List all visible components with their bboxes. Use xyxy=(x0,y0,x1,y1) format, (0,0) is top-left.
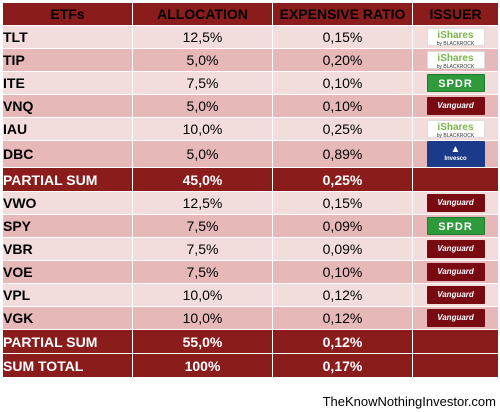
sum-allocation: 45,0% xyxy=(132,167,273,192)
etf-symbol: VBR xyxy=(2,237,133,261)
ishares-logo-icon: iShares by BLACKROCK xyxy=(426,120,485,139)
allocation-value: 7,5% xyxy=(132,71,273,95)
etf-symbol: ITE xyxy=(2,71,133,95)
spdr-logo-icon: SPDR xyxy=(426,217,485,236)
header-row: ETFs ALLOCATION EXPENSIVE RATIO ISSUER xyxy=(2,2,499,26)
vanguard-logo-icon: Vanguard xyxy=(426,194,485,213)
expense-ratio-value: 0,10% xyxy=(272,94,413,118)
etf-symbol: DBC xyxy=(2,140,133,168)
sum-label: PARTIAL SUM xyxy=(2,329,133,354)
table-row: VWO 12,5% 0,15% Vanguard xyxy=(2,191,499,215)
etf-symbol: SPY xyxy=(2,214,133,238)
allocation-value: 7,5% xyxy=(132,214,273,238)
etf-symbol: IAU xyxy=(2,117,133,141)
vanguard-logo-icon: Vanguard xyxy=(426,309,485,328)
header-expense-ratio: EXPENSIVE RATIO xyxy=(272,2,413,26)
allocation-value: 10,0% xyxy=(132,306,273,330)
table-row: SPY 7,5% 0,09% SPDR xyxy=(2,214,499,238)
sum-expense-ratio: 0,25% xyxy=(272,167,413,192)
etf-symbol: TLT xyxy=(2,25,133,49)
allocation-value: 7,5% xyxy=(132,237,273,261)
issuer-cell: iShares by BLACKROCK xyxy=(412,25,499,49)
table-row: VGK 10,0% 0,12% Vanguard xyxy=(2,306,499,330)
table-row: ITE 7,5% 0,10% SPDR xyxy=(2,71,499,95)
allocation-value: 5,0% xyxy=(132,140,273,168)
etf-symbol: VGK xyxy=(2,306,133,330)
invesco-logo-icon: ▲ Invesco xyxy=(426,141,485,167)
expense-ratio-value: 0,25% xyxy=(272,117,413,141)
etf-allocation-table: ETFs ALLOCATION EXPENSIVE RATIO ISSUER T… xyxy=(2,2,499,378)
issuer-cell: SPDR xyxy=(412,71,499,95)
vanguard-logo-icon: Vanguard xyxy=(426,263,485,282)
sum-expense-ratio: 0,12% xyxy=(272,329,413,354)
etf-symbol: VWO xyxy=(2,191,133,215)
expense-ratio-value: 0,20% xyxy=(272,48,413,72)
table-row: VOE 7,5% 0,10% Vanguard xyxy=(2,260,499,284)
etf-symbol: VPL xyxy=(2,283,133,307)
expense-ratio-value: 0,15% xyxy=(272,25,413,49)
allocation-value: 12,5% xyxy=(132,25,273,49)
issuer-cell: Vanguard xyxy=(412,306,499,330)
table-row: TIP 5,0% 0,20% iShares by BLACKROCK xyxy=(2,48,499,72)
issuer-cell: Vanguard xyxy=(412,283,499,307)
sum-label: SUM TOTAL xyxy=(2,353,133,378)
sum-issuer-empty xyxy=(412,329,499,354)
allocation-value: 10,0% xyxy=(132,283,273,307)
site-credit: TheKnowNothingInvestor.com xyxy=(322,394,496,409)
table-row: VPL 10,0% 0,12% Vanguard xyxy=(2,283,499,307)
expense-ratio-value: 0,10% xyxy=(272,71,413,95)
partial-sum-row: PARTIAL SUM 55,0% 0,12% xyxy=(2,329,499,354)
table-row: TLT 12,5% 0,15% iShares by BLACKROCK xyxy=(2,25,499,49)
header-issuer: ISSUER xyxy=(412,2,499,26)
table-row: VBR 7,5% 0,09% Vanguard xyxy=(2,237,499,261)
table-row: VNQ 5,0% 0,10% Vanguard xyxy=(2,94,499,118)
allocation-value: 5,0% xyxy=(132,94,273,118)
ishares-logo-icon: iShares by BLACKROCK xyxy=(426,28,485,47)
header-allocation: ALLOCATION xyxy=(132,2,273,26)
vanguard-logo-icon: Vanguard xyxy=(426,240,485,259)
expense-ratio-value: 0,09% xyxy=(272,237,413,261)
partial-sum-row: PARTIAL SUM 45,0% 0,25% xyxy=(2,167,499,192)
sum-total-row: SUM TOTAL 100% 0,17% xyxy=(2,353,499,378)
vanguard-logo-icon: Vanguard xyxy=(426,286,485,305)
allocation-value: 12,5% xyxy=(132,191,273,215)
ishares-logo-icon: iShares by BLACKROCK xyxy=(426,51,485,70)
expense-ratio-value: 0,15% xyxy=(272,191,413,215)
table-row: DBC 5,0% 0,89% ▲ Invesco xyxy=(2,140,499,168)
issuer-cell: iShares by BLACKROCK xyxy=(412,117,499,141)
sum-issuer-empty xyxy=(412,167,499,192)
sum-allocation: 100% xyxy=(132,353,273,378)
allocation-value: 7,5% xyxy=(132,260,273,284)
vanguard-logo-icon: Vanguard xyxy=(426,97,485,116)
spdr-logo-icon: SPDR xyxy=(426,74,485,93)
sum-issuer-empty xyxy=(412,353,499,378)
expense-ratio-value: 0,89% xyxy=(272,140,413,168)
expense-ratio-value: 0,12% xyxy=(272,283,413,307)
issuer-cell: ▲ Invesco xyxy=(412,140,499,168)
issuer-cell: iShares by BLACKROCK xyxy=(412,48,499,72)
issuer-cell: Vanguard xyxy=(412,237,499,261)
header-etfs: ETFs xyxy=(2,2,133,26)
issuer-cell: SPDR xyxy=(412,214,499,238)
sum-allocation: 55,0% xyxy=(132,329,273,354)
allocation-value: 10,0% xyxy=(132,117,273,141)
etf-symbol: VNQ xyxy=(2,94,133,118)
issuer-cell: Vanguard xyxy=(412,94,499,118)
table-row: IAU 10,0% 0,25% iShares by BLACKROCK xyxy=(2,117,499,141)
sum-expense-ratio: 0,17% xyxy=(272,353,413,378)
sum-label: PARTIAL SUM xyxy=(2,167,133,192)
expense-ratio-value: 0,09% xyxy=(272,214,413,238)
allocation-value: 5,0% xyxy=(132,48,273,72)
etf-symbol: VOE xyxy=(2,260,133,284)
etf-symbol: TIP xyxy=(2,48,133,72)
issuer-cell: Vanguard xyxy=(412,191,499,215)
expense-ratio-value: 0,12% xyxy=(272,306,413,330)
issuer-cell: Vanguard xyxy=(412,260,499,284)
expense-ratio-value: 0,10% xyxy=(272,260,413,284)
